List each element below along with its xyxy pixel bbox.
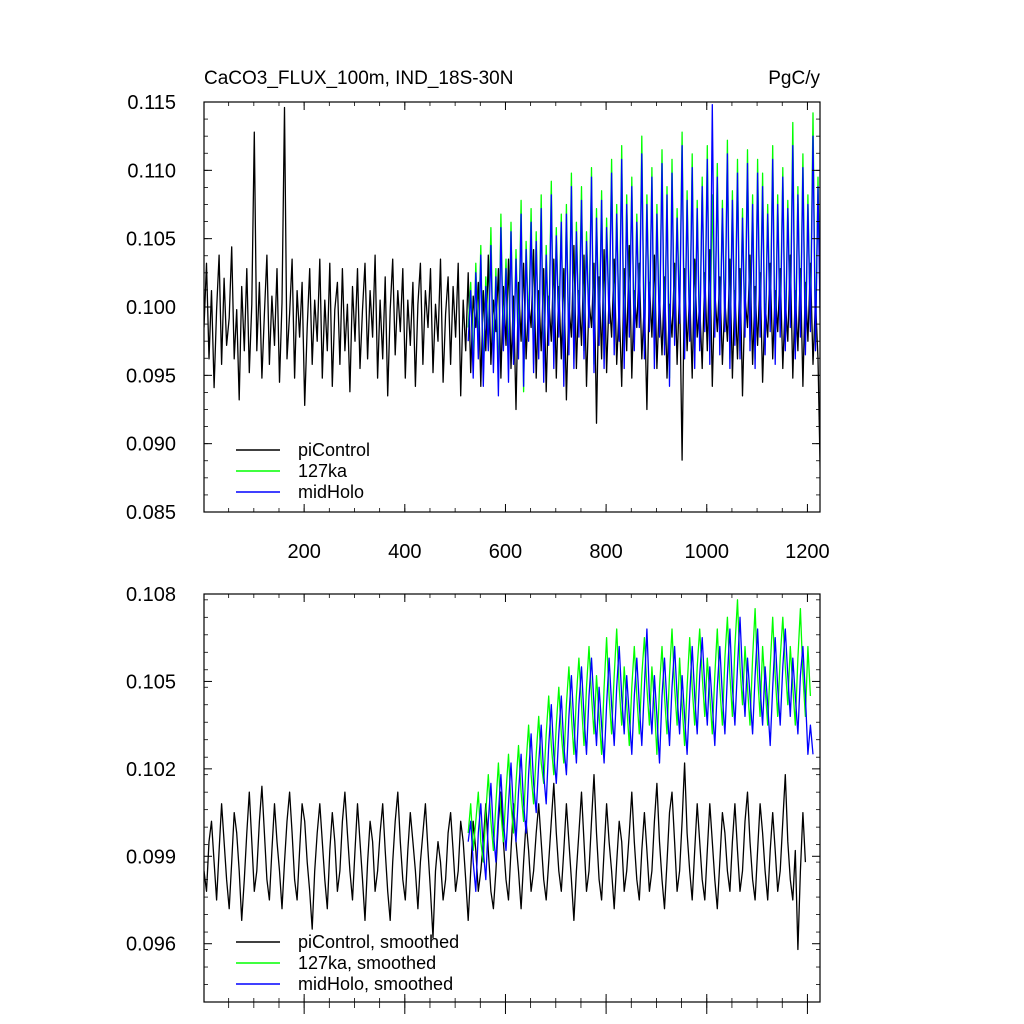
x-tick-label: 600 <box>489 541 522 563</box>
y-tick-label: 0.095 <box>126 365 176 387</box>
legend-label: midHolo, smoothed <box>298 974 453 994</box>
legend-label: piControl, smoothed <box>298 932 459 952</box>
series-group <box>204 104 820 488</box>
series-line-midholo <box>467 104 820 397</box>
legend-label: 127ka, smoothed <box>298 953 436 973</box>
series-line-picontrol-smoothed <box>204 762 807 951</box>
x-tick-label: 1000 <box>685 541 730 563</box>
y-tick-label: 0.102 <box>126 759 176 781</box>
y-tick-label: 0.085 <box>126 502 176 524</box>
y-tick-label: 0.115 <box>127 92 176 114</box>
y-tick-label: 0.108 <box>126 584 176 606</box>
y-tick-label: 0.105 <box>126 229 176 251</box>
bottom-panel: 0.096 0.099 0.102 0.105 0.108 piControl, smoo… <box>126 584 821 1014</box>
y-tick-label: 0.099 <box>126 846 176 868</box>
x-tick-label: 800 <box>589 541 622 563</box>
y-tick-label: 0.100 <box>126 297 176 319</box>
y-tick-label: 0.105 <box>126 671 176 693</box>
chart-units: PgC/y <box>768 68 820 89</box>
series-line-127ka-smoothed <box>467 599 812 863</box>
x-tick-label: 1200 <box>785 541 830 563</box>
chart-title: CaCO3_FLUX_100m, IND_18S-30N <box>204 68 513 89</box>
top-panel: 0.085 0.090 0.095 0.100 0.105 0.110 0.115 200 40… <box>126 92 830 563</box>
y-tick-label: 0.090 <box>126 434 176 456</box>
y-tick-label: 0.110 <box>127 160 176 182</box>
legend-label: 127ka <box>298 461 348 481</box>
series-group <box>204 599 814 951</box>
series-line-midholo-smoothed <box>467 616 814 892</box>
legend-label: midHolo <box>298 482 364 502</box>
y-tick-label: 0.096 <box>126 934 176 956</box>
x-tick-label: 200 <box>287 541 320 563</box>
legend-label: piControl <box>298 440 370 460</box>
series-line-picontrol <box>204 106 820 488</box>
x-tick-label: 400 <box>388 541 421 563</box>
plot-frame <box>203 593 821 1003</box>
